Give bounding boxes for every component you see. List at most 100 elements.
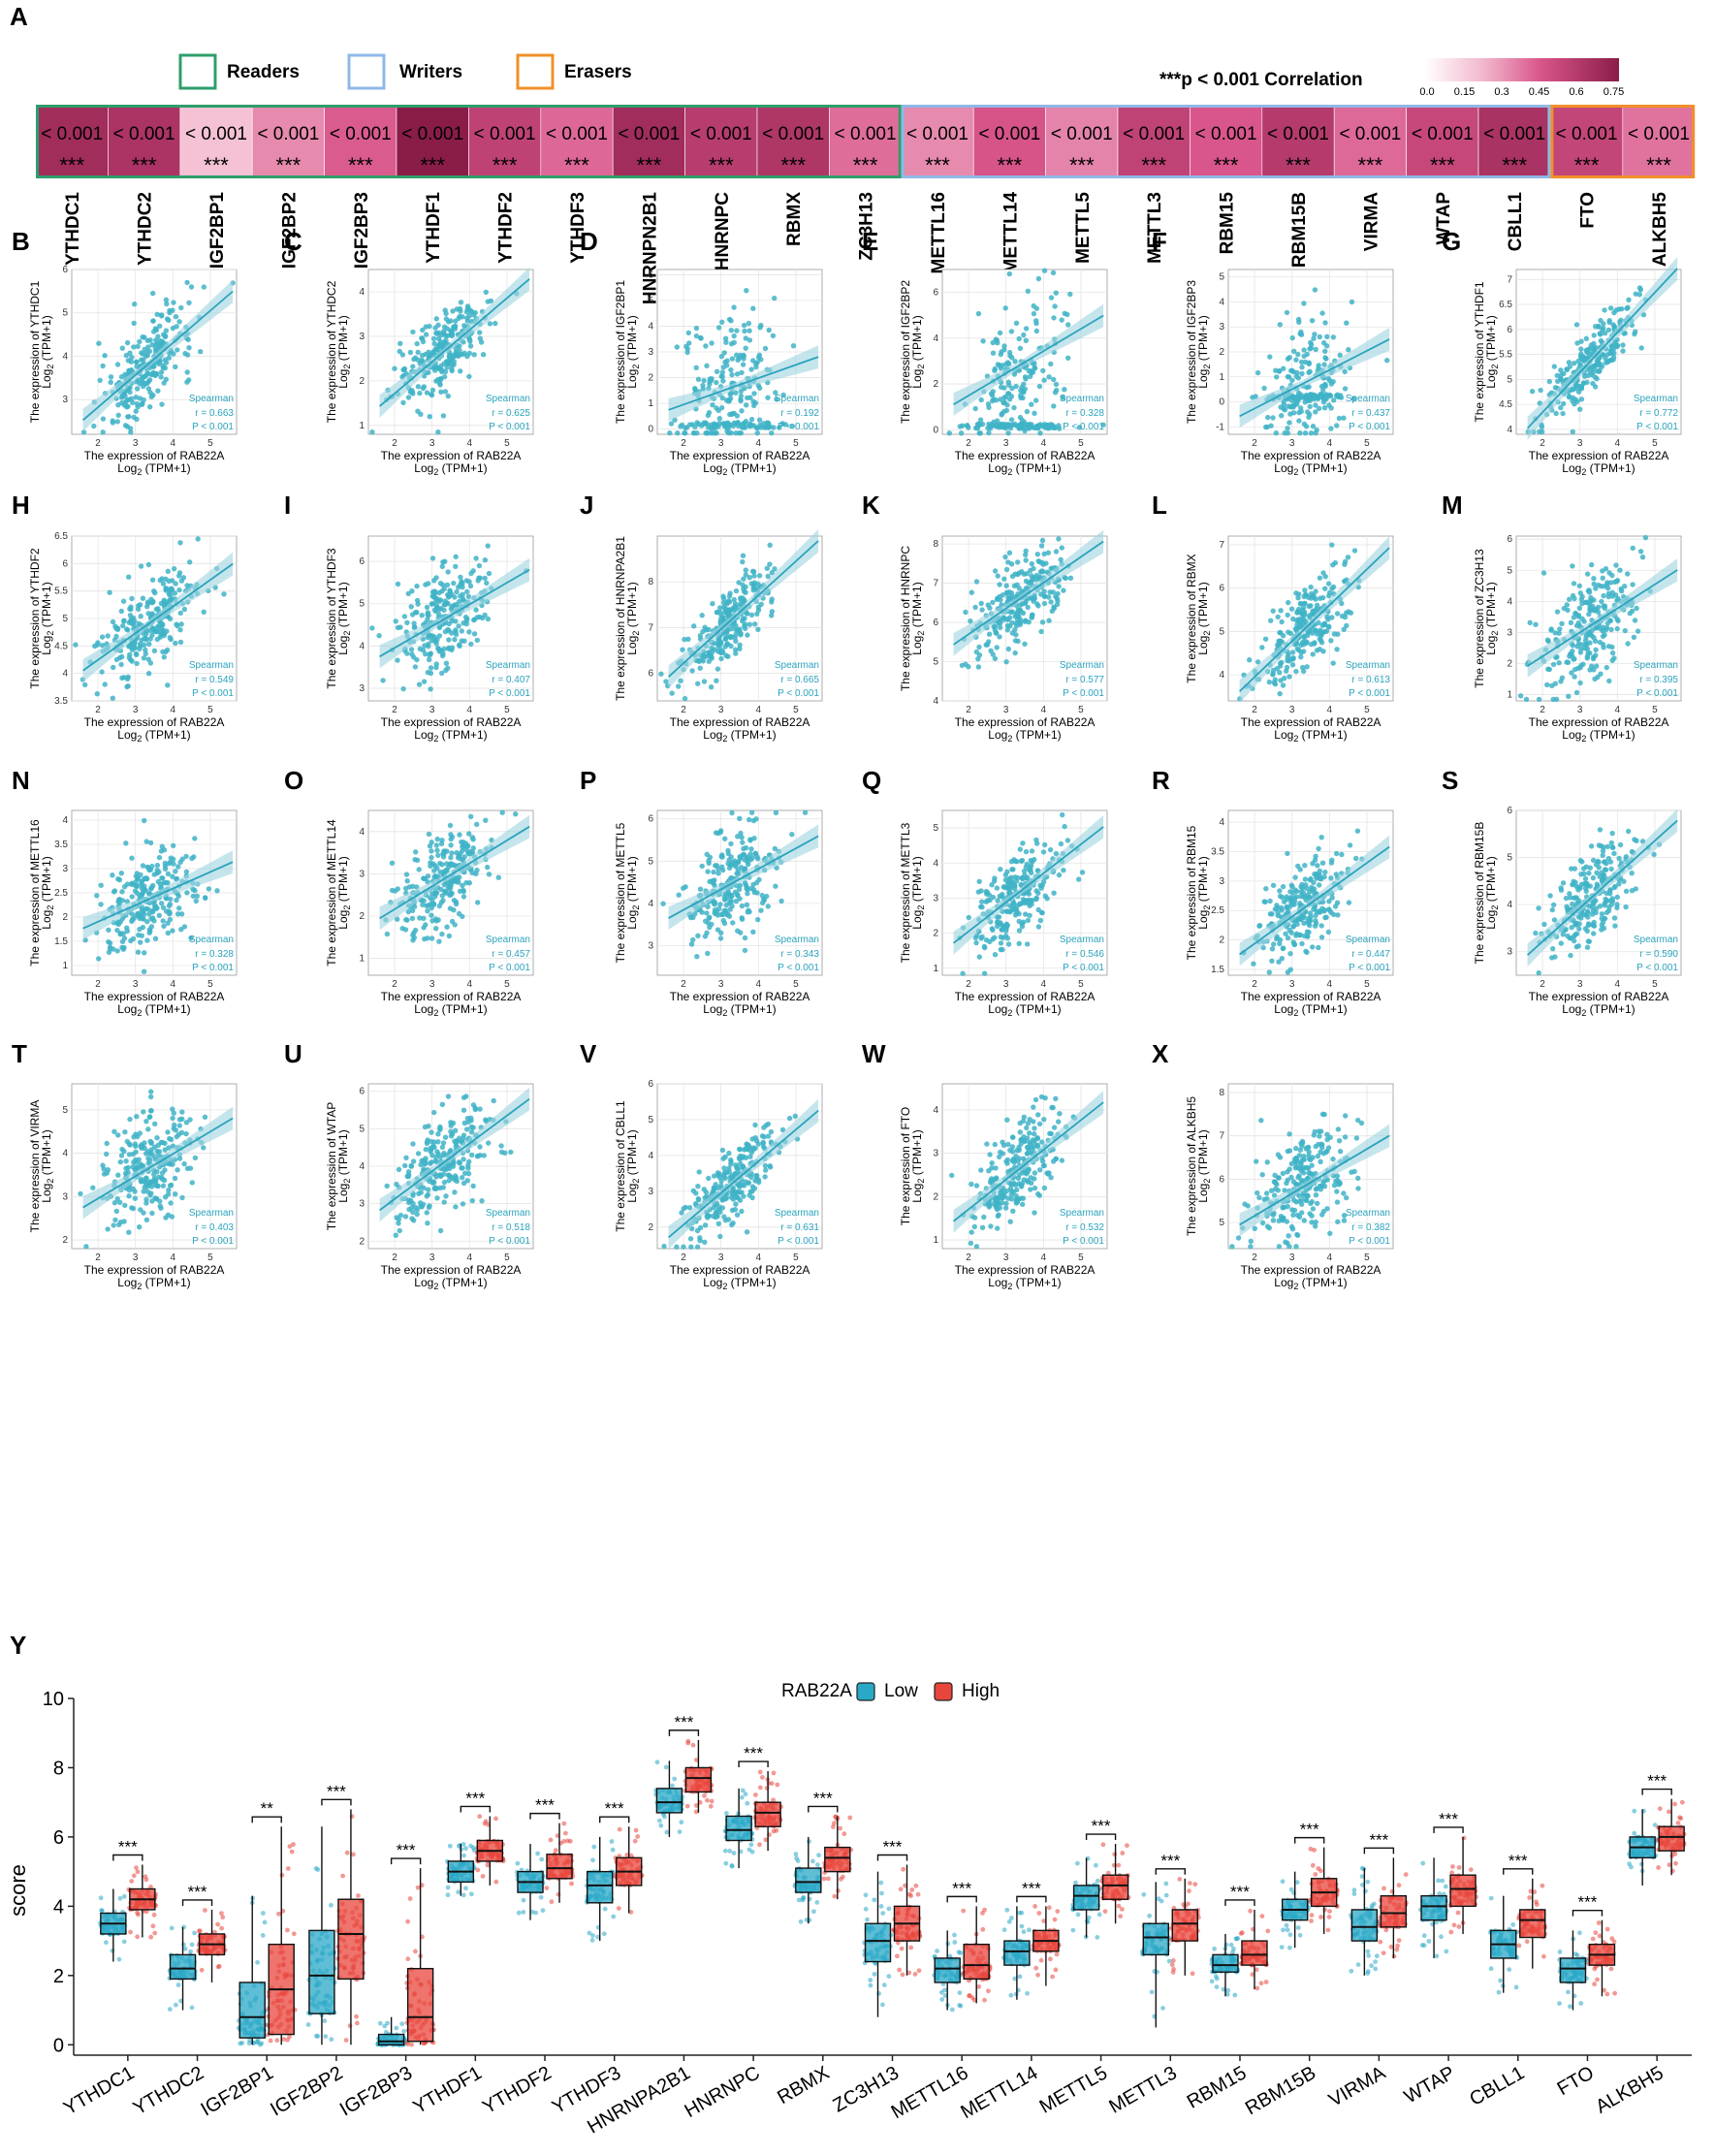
scatter-point (111, 888, 118, 894)
scatter-point (1606, 319, 1612, 326)
scatter-point (146, 930, 152, 935)
scatter-point (470, 845, 476, 851)
scatter-p-value: P < 0.001 (192, 422, 234, 432)
scatter-point (414, 340, 420, 347)
scatter-point (703, 918, 709, 924)
heatmap-gene-label: WTAP (1434, 192, 1454, 245)
scatter-point (166, 355, 172, 361)
scatter-point (1339, 851, 1345, 858)
scatter-point (992, 935, 998, 940)
scatter-y-tick: 7 (933, 579, 938, 589)
scatter-point (995, 340, 1000, 346)
scatter-point (1312, 394, 1318, 399)
scatter-point (1304, 351, 1311, 358)
scatter-point (144, 604, 150, 610)
scatter-point (94, 691, 101, 697)
scatter-point (752, 621, 758, 627)
scatter-point (1279, 618, 1285, 625)
scatter-point (421, 679, 428, 684)
scatter-point (1574, 340, 1580, 346)
scatter-point (444, 333, 451, 339)
scatter-point (1013, 858, 1019, 865)
scatter-point (715, 609, 720, 616)
scatter-x-tick: 3 (1577, 438, 1583, 449)
scatter-point (766, 421, 772, 427)
scatter-point (1007, 425, 1014, 431)
scatter-y-tick: 1 (359, 421, 365, 431)
scatter-point (137, 338, 143, 345)
scatter-point (1599, 364, 1605, 369)
scatter-point (1076, 876, 1082, 882)
scatter-point (471, 352, 477, 358)
scatter-point (743, 345, 748, 351)
scatter-point (1013, 620, 1019, 626)
scatter-point (1278, 660, 1284, 666)
scatter-point (463, 618, 469, 624)
scatter-point (1572, 666, 1578, 673)
scatter-x-label-log: Log2 (TPM+1) (988, 461, 1061, 477)
scatter-point (1016, 928, 1023, 934)
scatter-point (694, 954, 700, 960)
scatter-point (1536, 696, 1542, 703)
scatter-point (431, 578, 437, 584)
scatter-point (1039, 909, 1045, 916)
scatter-point (1321, 340, 1327, 346)
scatter-point (127, 426, 134, 431)
scatter-point (742, 935, 748, 941)
scatter-point (198, 349, 204, 355)
scatter-point (422, 935, 428, 942)
scatter-point (1266, 969, 1273, 975)
scatter-point (457, 643, 462, 650)
scatter-y-tick: 1 (933, 964, 938, 974)
scatter-point (404, 878, 410, 884)
scatter-point (100, 363, 106, 369)
scatter-point (134, 416, 140, 423)
scatter-point (747, 421, 753, 427)
scatter-point (1016, 940, 1022, 946)
heatmap-cell-pvalue: < 0.001 (1195, 124, 1257, 144)
scatter-point (403, 917, 409, 923)
scatter-r-value: r = 0.625 (492, 408, 530, 419)
scatter-point (1059, 317, 1064, 323)
scatter-point (740, 558, 746, 565)
scatter-point (1537, 428, 1542, 435)
scatter-point (722, 636, 729, 643)
scatter-point (167, 902, 174, 907)
scatter-point (1027, 867, 1032, 873)
scatter-point (1523, 696, 1530, 703)
scatter-point (188, 284, 195, 290)
scatter-point (1033, 318, 1039, 324)
scatter-y-tick: 8 (933, 539, 938, 550)
scatter-point (745, 632, 750, 638)
scatter-point (145, 865, 151, 871)
scatter-point (147, 337, 153, 343)
heatmap-gene-label: METTL14 (1000, 192, 1021, 274)
scatter-point (432, 608, 438, 615)
scatter-point (1062, 823, 1067, 830)
scatter-point (159, 843, 165, 849)
scatter-point (1599, 598, 1604, 605)
scatter-p-value: P < 0.001 (489, 963, 530, 973)
scatter-point (1324, 393, 1330, 399)
scatter-point (979, 904, 985, 910)
scatter-point (121, 618, 127, 623)
scatter-point (966, 664, 971, 670)
scatter-point (720, 593, 726, 599)
scatter-point (395, 581, 401, 587)
log-prefix: Log (40, 369, 53, 389)
log-suffix: (TPM+1) (438, 461, 487, 475)
heatmap-cell-stars: *** (1574, 153, 1600, 177)
scatter-point (714, 908, 720, 914)
scatter-point (429, 902, 434, 907)
scatter-point (1032, 856, 1037, 863)
scatter-point (1004, 402, 1010, 408)
scatter-point (441, 848, 447, 854)
scatter-point (1023, 911, 1029, 917)
scatter-point (169, 587, 175, 593)
scatter-point (739, 408, 745, 414)
scatter-point (972, 405, 978, 412)
scatter-point (466, 373, 472, 380)
scatter-x-tick: 4 (467, 979, 473, 990)
scatter-point (389, 860, 396, 866)
scatter-point (173, 314, 179, 320)
